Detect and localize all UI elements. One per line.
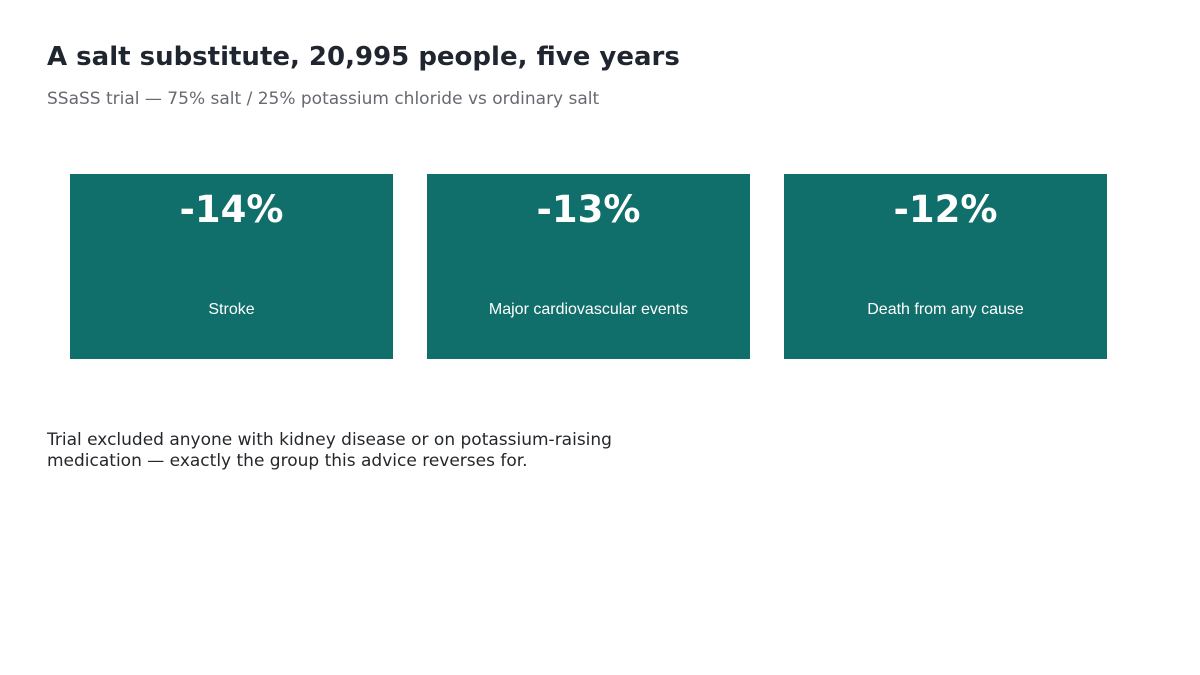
page-title: A salt substitute, 20,995 people, five y… <box>47 42 680 72</box>
stat-label: Major cardiovascular events <box>488 301 689 318</box>
stat-value: -12% <box>893 188 998 231</box>
stat-card-stroke: -14% Stroke <box>70 174 393 359</box>
stat-cards: -14% Stroke -13% Major cardiovascular ev… <box>70 174 1107 359</box>
stat-label: Stroke <box>208 301 255 318</box>
stat-value: -13% <box>536 188 641 231</box>
stat-label: Death from any cause <box>867 301 1024 318</box>
stat-card-cardiovascular-events: -13% Major cardiovascular events <box>427 174 750 359</box>
footnote: Trial excluded anyone with kidney diseas… <box>47 430 612 471</box>
stat-card-death: -12% Death from any cause <box>784 174 1107 359</box>
page-subtitle: SSaSS trial — 75% salt / 25% potassium c… <box>47 89 600 109</box>
stat-value: -14% <box>179 188 284 231</box>
